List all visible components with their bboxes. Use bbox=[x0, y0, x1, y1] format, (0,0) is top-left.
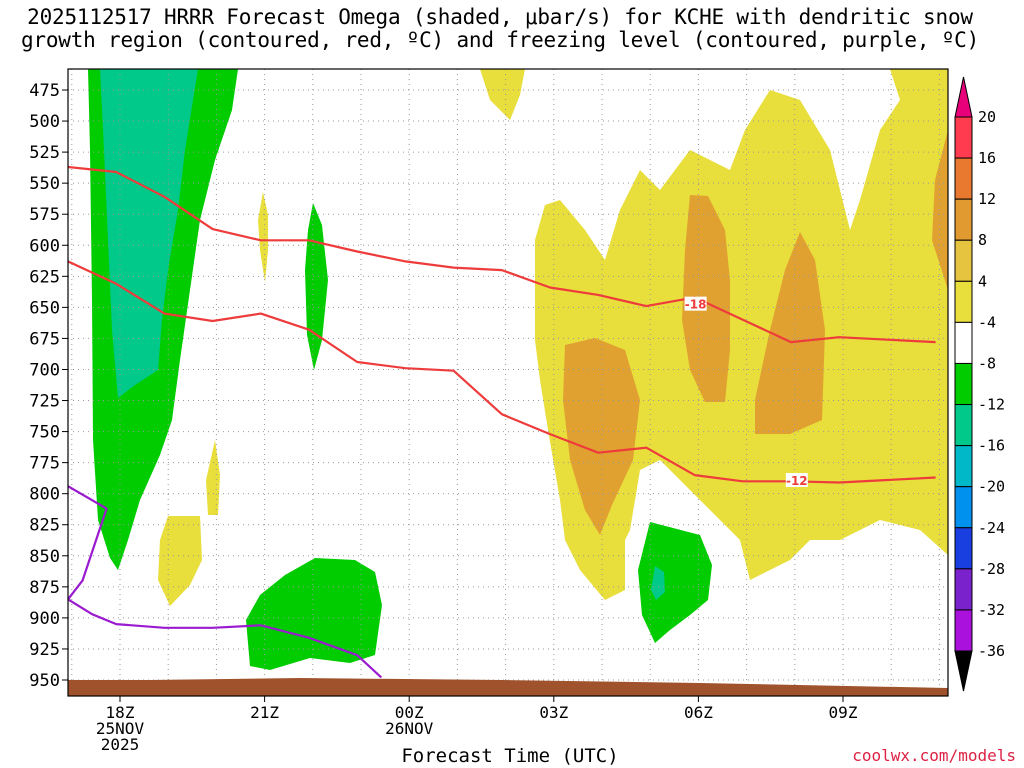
y-tick-label: 725 bbox=[29, 392, 60, 412]
omega-negative-region bbox=[305, 203, 328, 370]
colorbar-tick-label: -28 bbox=[978, 560, 1005, 578]
grid-lines bbox=[68, 69, 948, 696]
colorbar-segment bbox=[954, 239, 973, 282]
x-tick-label: 21Z bbox=[250, 703, 279, 722]
y-tick-label: 950 bbox=[29, 671, 60, 691]
omega-positive-region bbox=[158, 516, 202, 606]
colorbar-tick-label: 16 bbox=[978, 149, 996, 167]
y-tick-label: 700 bbox=[29, 360, 60, 380]
omega-negative-region bbox=[651, 566, 665, 600]
colorbar-tick-label: 8 bbox=[978, 231, 987, 249]
omega-positive-region bbox=[480, 69, 525, 120]
chart-title: 2025112517 HRRR Forecast Omega (shaded, … bbox=[0, 6, 1000, 52]
colorbar-segment bbox=[954, 198, 973, 241]
y-tick-label: 550 bbox=[29, 174, 60, 194]
x-tick-year: 2025 bbox=[101, 735, 140, 754]
colorbar-segment bbox=[954, 404, 973, 447]
colorbar-segment bbox=[954, 445, 973, 488]
title-line-1: 2025112517 HRRR Forecast Omega (shaded, … bbox=[27, 5, 973, 29]
omega-positive-region bbox=[535, 69, 948, 600]
x-tick-label: 09Z bbox=[829, 703, 858, 722]
x-tick-label: 18Z bbox=[106, 703, 135, 722]
contour-labels: -18 -12 bbox=[684, 296, 808, 488]
y-tick-label: 925 bbox=[29, 640, 60, 660]
colorbar-segment bbox=[954, 280, 973, 323]
y-tick-label: 850 bbox=[29, 547, 60, 567]
contour-dgz-minus18 bbox=[68, 165, 936, 344]
y-tick-label: 575 bbox=[29, 205, 60, 225]
y-tick-label: 500 bbox=[29, 112, 60, 132]
omega-positive-region bbox=[932, 130, 948, 290]
x-tick-label: 00Z bbox=[395, 703, 424, 722]
colorbar-tick-label: -24 bbox=[978, 519, 1005, 537]
colorbar-bottom-arrow bbox=[954, 650, 973, 692]
colorbar-tick-label: -8 bbox=[978, 354, 996, 372]
x-tick-label: 06Z bbox=[684, 703, 713, 722]
omega-positive-region bbox=[206, 440, 220, 515]
terrain bbox=[68, 678, 948, 696]
y-tick-label: 800 bbox=[29, 485, 60, 505]
colorbar-tick-label: 20 bbox=[978, 108, 996, 126]
colorbar: 20 16 12 8 4 -4 -8 -12 -16 -20 -24 -28 -32 -36 bbox=[954, 76, 1005, 692]
colorbar-segment bbox=[954, 116, 973, 159]
colorbar-segment bbox=[954, 527, 973, 570]
colorbar-segment bbox=[954, 321, 973, 364]
colorbar-tick-label: -20 bbox=[978, 478, 1005, 496]
contour-label-bg bbox=[684, 296, 707, 311]
x-axis-label: Forecast Time (UTC) bbox=[401, 745, 619, 767]
omega-negative-region bbox=[100, 69, 198, 398]
y-tick-label: 625 bbox=[29, 267, 60, 287]
omega-positive-region bbox=[563, 338, 640, 535]
y-tick-label: 600 bbox=[29, 236, 60, 256]
colorbar-tick-label: 4 bbox=[978, 272, 987, 290]
colorbar-tick-label: 12 bbox=[978, 190, 996, 208]
contour-label: -12 bbox=[786, 474, 808, 488]
contour-label: -18 bbox=[685, 298, 707, 312]
title-line-2: growth region (contoured, red, ºC) and f… bbox=[20, 28, 980, 52]
credit-text: coolwx.com/models bbox=[852, 746, 1016, 765]
colorbar-segment bbox=[954, 609, 973, 652]
omega-negative-region bbox=[638, 522, 712, 643]
y-tick-label: 525 bbox=[29, 143, 60, 163]
colorbar-segment bbox=[954, 486, 973, 529]
omega-negative-region bbox=[212, 69, 218, 84]
x-tick-date: 25NOV bbox=[96, 719, 145, 738]
omega-positive-region bbox=[900, 69, 948, 200]
omega-shading bbox=[88, 69, 948, 670]
contour-label-bg bbox=[785, 473, 808, 488]
y-tick-label: 775 bbox=[29, 454, 60, 474]
colorbar-segment bbox=[954, 568, 973, 611]
plot-frame bbox=[67, 68, 949, 697]
contour-freezing-level bbox=[68, 485, 383, 679]
colorbar-tick-label: -12 bbox=[978, 396, 1005, 414]
colorbar-segment bbox=[954, 362, 973, 406]
colorbar-top-arrow bbox=[954, 76, 973, 118]
y-tick-label: 475 bbox=[29, 81, 60, 101]
omega-positive-region bbox=[755, 232, 825, 434]
colorbar-segment bbox=[954, 157, 973, 200]
colorbar-tick-label: -36 bbox=[978, 642, 1005, 660]
y-tick-label: 750 bbox=[29, 423, 60, 443]
omega-negative-region bbox=[246, 558, 382, 670]
y-tick-label: 675 bbox=[29, 329, 60, 349]
y-tick-label: 650 bbox=[29, 298, 60, 318]
colorbar-tick-label: -16 bbox=[978, 437, 1005, 455]
y-tick-label: 900 bbox=[29, 609, 60, 629]
x-tick-label: 03Z bbox=[539, 703, 568, 722]
y-tick-label: 825 bbox=[29, 516, 60, 536]
y-axis: 475 500 525 550 575 600 625 650 675 700 725 750 775 8… bbox=[29, 81, 68, 691]
x-tick-date: 26NOV bbox=[385, 719, 434, 738]
y-tick-label: 875 bbox=[29, 578, 60, 598]
colorbar-tick-label: -32 bbox=[978, 601, 1005, 619]
colorbar-tick-label: -4 bbox=[978, 313, 996, 331]
omega-positive-region bbox=[258, 192, 268, 282]
